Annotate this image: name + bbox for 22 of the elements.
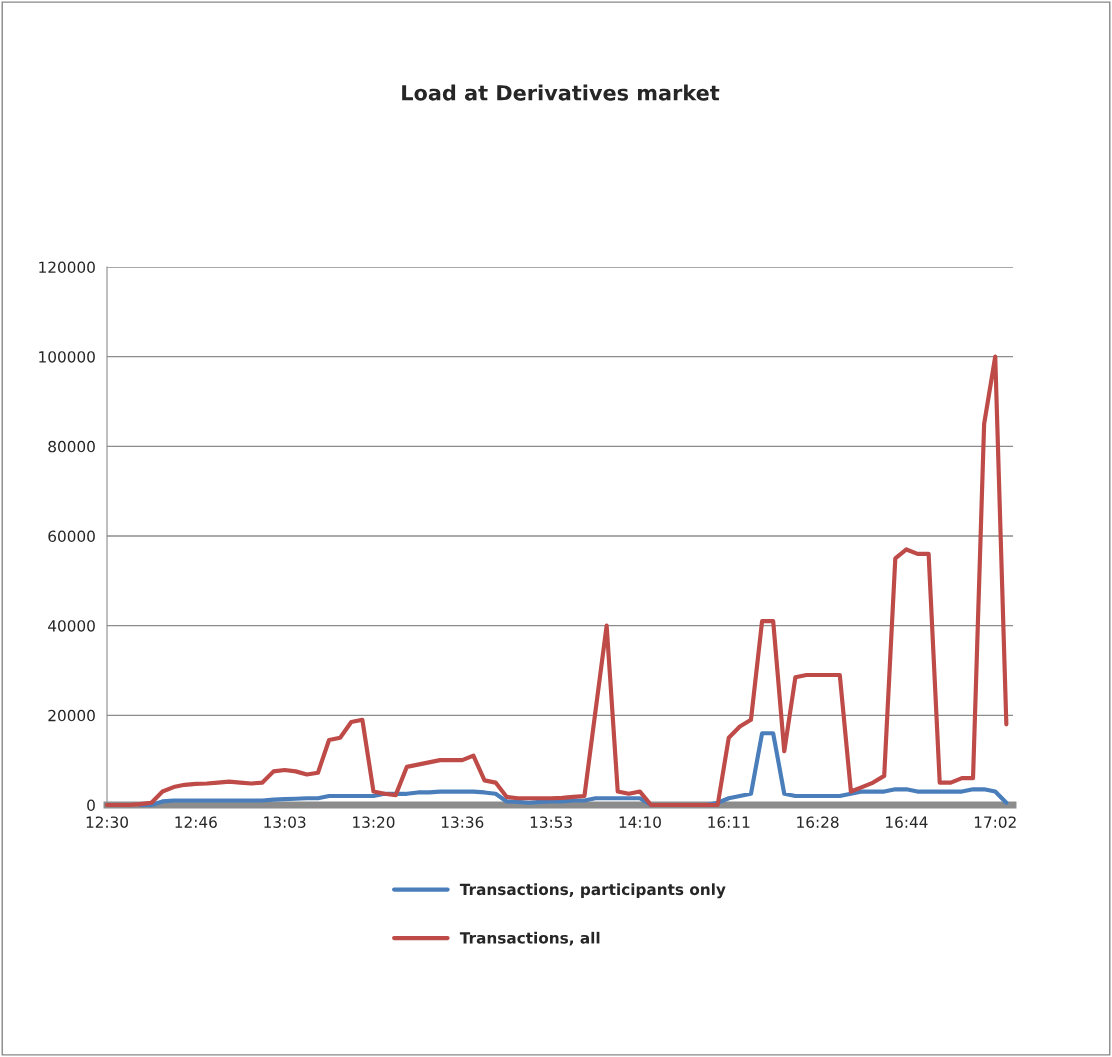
x-tick-label: 14:10 [619,816,661,828]
x-tick-label: 12:30 [86,816,128,828]
x-tick-label: 13:03 [264,816,306,828]
y-tick-label: 0 [87,799,95,812]
chart-title: Load at Derivatives market [402,84,720,101]
line-series [104,354,1009,808]
x-tick-label: 13:36 [441,816,484,828]
y-tick-label: 20000 [48,709,95,722]
legend-label: Transactions, all [459,931,600,946]
x-tick-label: 16:11 [708,816,750,828]
x-tick-label: 16:44 [886,816,928,828]
x-tick-label: 16:28 [797,816,839,828]
legend-label: Transactions, participants only [459,883,726,899]
x-tick-label: 12:46 [175,816,217,828]
y-tick-label: 120000 [39,261,95,274]
x-tick-label: 13:20 [353,816,395,828]
y-tick-label: 40000 [48,620,95,632]
y-tick-label: 100000 [39,351,95,363]
y-tick-label: 80000 [48,440,95,453]
x-tick-label: 17:02 [974,816,1016,828]
y-tick-label: 60000 [48,530,95,543]
x-tick-label: 13:53 [530,816,572,828]
